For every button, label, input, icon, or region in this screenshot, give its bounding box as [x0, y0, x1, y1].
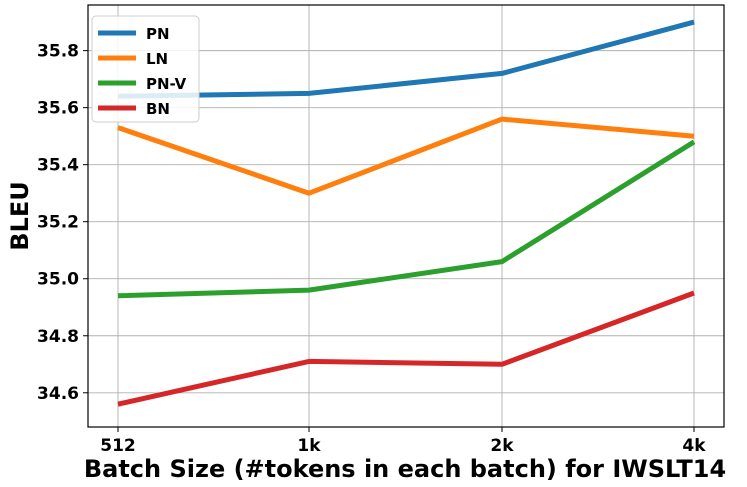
legend: PN LN PN-V BN [91, 15, 200, 123]
legend-label-bn: BN [146, 100, 170, 118]
legend-label-pn-v: PN-V [146, 75, 187, 93]
x-axis: 512 1k 2k 4k [100, 427, 706, 456]
series-line-ln [117, 116, 695, 196]
y-tick-label: 35.4 [37, 156, 79, 176]
x-tick-label: 4k [682, 436, 706, 456]
y-tick-label: 35.8 [37, 42, 79, 62]
y-axis: 34.6 34.8 35.0 35.2 35.4 35.6 35.8 [37, 42, 88, 404]
series-line-bn [117, 290, 695, 407]
y-tick-label: 35.6 [37, 99, 79, 119]
x-axis-label: Batch Size (#tokens in each batch) for I… [84, 455, 726, 483]
legend-box [91, 15, 200, 123]
x-tick-label: 2k [490, 436, 514, 456]
y-axis-label: BLEU [6, 181, 34, 250]
series-line-pn-v [117, 139, 696, 299]
legend-label-ln: LN [146, 50, 168, 68]
x-tick-label: 512 [100, 436, 136, 456]
series-line-pn [117, 19, 695, 99]
plot-frame [87, 4, 725, 428]
legend-label-pn: PN [146, 25, 170, 43]
series-lines [117, 19, 696, 407]
y-tick-label: 35.2 [37, 213, 79, 233]
y-tick-label: 34.8 [37, 327, 79, 347]
y-tick-label: 35.0 [37, 270, 79, 290]
y-tick-label: 34.6 [37, 384, 79, 404]
x-tick-label: 1k [297, 436, 321, 456]
